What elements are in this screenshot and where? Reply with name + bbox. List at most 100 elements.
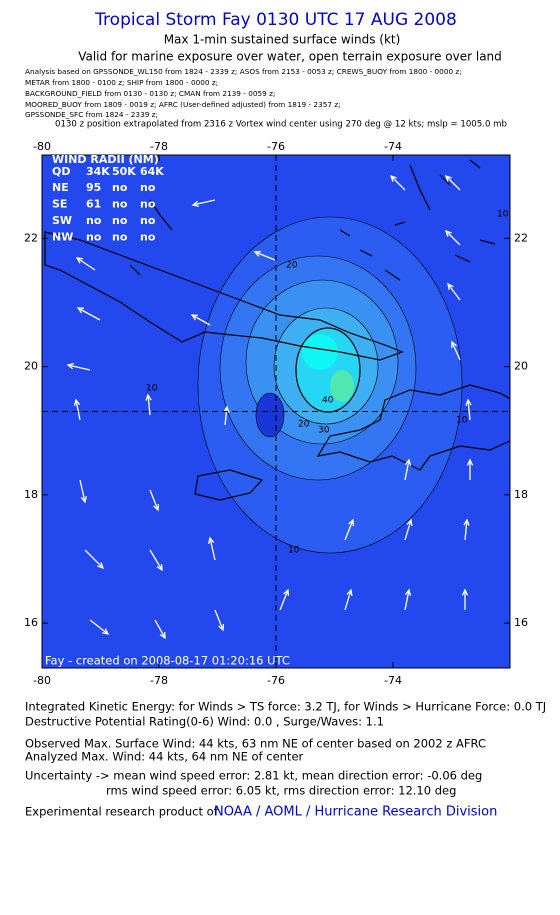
analysis-line: GPSSONDE_SFC from 1824 - 2339 z; — [25, 110, 158, 119]
y-tick-label: 18 — [514, 488, 528, 501]
radii-cell: no — [140, 198, 156, 211]
x-tick-label: -78 — [150, 674, 168, 687]
wind-arrow — [444, 229, 461, 246]
contour — [255, 392, 285, 438]
cuba — [44, 231, 404, 361]
wind-arrow — [190, 314, 211, 326]
map: 10 20 10 30 40 20 10 10 WIND RADII (NM) … — [24, 140, 528, 687]
contour — [302, 334, 338, 370]
coastlines — [44, 159, 510, 501]
wind-arrow — [145, 393, 152, 416]
wind-arrow — [79, 479, 87, 504]
radii-cell: SE — [52, 198, 67, 211]
wind-arrow — [149, 549, 163, 572]
footer-line: Integrated Kinetic Energy: for Winds > T… — [25, 700, 546, 714]
wind-arrow — [404, 458, 412, 481]
radii-cell: no — [112, 231, 128, 244]
product: Experimental research product of — [25, 805, 219, 819]
y-tick-label: 20 — [514, 360, 528, 373]
x-tick-label: -78 — [150, 140, 168, 153]
radii-header: 50K — [112, 165, 136, 178]
wind-arrow — [404, 518, 413, 541]
islands — [129, 159, 496, 281]
contour-label: 10 — [288, 546, 300, 556]
wind-arrow — [461, 588, 469, 610]
wind-arrows — [66, 174, 474, 640]
wind-arrow — [89, 619, 110, 635]
y-tick-label: 22 — [24, 231, 38, 244]
footer-line: rms wind speed error: 6.05 kt, rms direc… — [106, 784, 456, 798]
wind-field — [42, 155, 510, 668]
footer-line: Analyzed Max. Wind: 44 kts, 64 nm NE of … — [25, 750, 304, 764]
contour-label: 20 — [298, 420, 310, 430]
y-tick-label: 16 — [24, 616, 38, 629]
center-crosshair — [42, 155, 510, 668]
wind-arrow — [214, 609, 225, 632]
radii-cell: SW — [52, 214, 72, 227]
radii-header: 64K — [140, 165, 164, 178]
wind-arrow — [191, 199, 216, 207]
wind-arrow — [451, 340, 461, 361]
x-tick-label: -80 — [33, 674, 51, 687]
contour — [330, 370, 354, 402]
wind-arrow — [75, 257, 96, 271]
y-tick-label: 20 — [24, 360, 38, 373]
jamaica — [194, 469, 264, 501]
wind-arrow — [149, 489, 160, 512]
contour-label: 10 — [146, 384, 158, 394]
x-tick-label: -74 — [384, 674, 402, 687]
radii-cell: no — [112, 198, 128, 211]
radii-cell: no — [140, 231, 156, 244]
radii-cell: no — [112, 214, 128, 227]
radii-cell: 95 — [86, 181, 101, 194]
radii-header: QD — [52, 165, 70, 178]
x-tick-label: -76 — [267, 140, 285, 153]
title: Tropical Storm Fay 0130 UTC 17 AUG 2008 — [94, 10, 457, 30]
analysis-line: BACKGROUND_FIELD from 0130 - 0130 z; CMA… — [25, 89, 275, 98]
wind-arrow — [223, 405, 230, 426]
contour-label: 40 — [322, 396, 334, 406]
contour-label: 20 — [286, 261, 298, 271]
footer-line: Destructive Potential Rating(0-6) Wind: … — [25, 715, 384, 729]
wind-arrow — [389, 174, 406, 191]
radii-cell: no — [86, 214, 102, 227]
validity: Valid for marine exposure over water, op… — [78, 50, 502, 64]
credit: Fay - created on 2008-08-17 01:20:16 UTC — [45, 654, 290, 668]
contour-label: 10 — [456, 416, 468, 426]
analysis-line: Analysis based on GPSSONDE_WL150 from 18… — [25, 67, 462, 76]
y-tick-label: 16 — [514, 616, 528, 629]
wind-arrow — [404, 588, 412, 611]
footer-line: Observed Max. Surface Wind: 44 kts, 63 n… — [25, 737, 486, 751]
wind-arrow — [466, 458, 474, 480]
y-tick-label: 18 — [24, 488, 38, 501]
contour-label: 10 — [497, 210, 509, 220]
wind-arrow — [447, 282, 461, 301]
radii-cell: 61 — [86, 198, 101, 211]
wind-arrow — [344, 518, 355, 541]
contour-label: 30 — [318, 426, 330, 436]
wind-arrow — [154, 619, 166, 640]
radii-cell: no — [140, 214, 156, 227]
x-tick-label: -74 — [384, 140, 402, 153]
position-line: 0130 z position extrapolated from 2316 z… — [55, 120, 507, 130]
radii-cell: no — [112, 181, 128, 194]
wind-arrow — [444, 174, 461, 191]
org-link[interactable]: NOAA / AOML / Hurricane Research Divisio… — [214, 805, 497, 820]
radii-cell: NE — [52, 181, 69, 194]
radii-cell: no — [86, 231, 102, 244]
wind-arrow — [253, 250, 276, 261]
wind-arrow — [344, 588, 353, 611]
wind-arrow — [279, 588, 290, 611]
x-tick-label: -76 — [267, 674, 285, 687]
hispaniola — [316, 384, 510, 471]
radii-header: 34K — [86, 165, 110, 178]
radii-title: WIND RADII (NM) — [52, 153, 159, 166]
wind-arrow — [208, 536, 216, 561]
y-tick-label: 22 — [514, 231, 528, 244]
analysis-line: METAR from 1800 - 0100 z; SHIP from 1800… — [25, 78, 218, 87]
radii-cell: NW — [52, 231, 73, 244]
wind-arrow — [84, 549, 105, 570]
x-tick-label: -80 — [33, 140, 51, 153]
